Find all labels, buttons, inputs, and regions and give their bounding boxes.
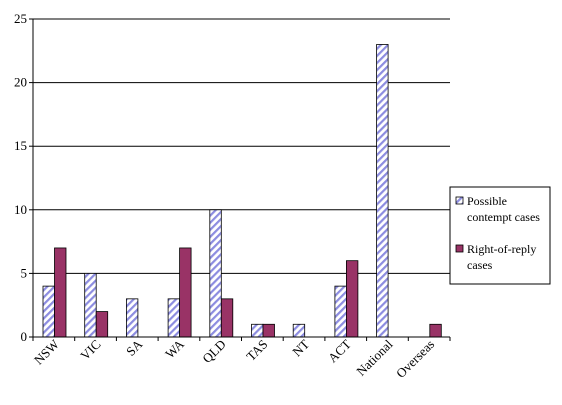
bar-reply-overseas — [429, 323, 442, 338]
x-tick-label: NT — [289, 336, 312, 359]
x-tick-label: NSW — [31, 336, 63, 368]
y-tick-label: 15 — [14, 138, 27, 153]
x-tick-label: SA — [123, 336, 146, 359]
bar-contempt-qld — [209, 209, 222, 338]
x-tick-label: VIC — [77, 337, 103, 363]
bar-contempt-tas — [251, 323, 264, 338]
bar-contempt-act — [334, 285, 347, 338]
bar-contempt-sa — [126, 298, 139, 338]
x-tick-label: Overseas — [393, 337, 437, 381]
x-tick-label: QLD — [199, 337, 228, 366]
bar-contempt-nsw — [42, 285, 55, 338]
y-tick-label: 20 — [14, 75, 27, 90]
bar-reply-vic — [95, 311, 109, 338]
y-tick-label: 10 — [14, 202, 27, 217]
x-tick-label: TAS — [243, 337, 270, 364]
legend-label: cases — [467, 258, 493, 272]
legend-swatch-reply — [455, 244, 464, 253]
legend-label: Right-of-reply — [467, 242, 536, 256]
x-tick-label: ACT — [325, 336, 354, 365]
bar-contempt-wa — [167, 298, 181, 338]
bar-contempt-vic — [84, 272, 97, 338]
legend-box — [449, 186, 551, 285]
bars — [42, 44, 442, 338]
y-tick-label: 0 — [21, 329, 28, 344]
bar-reply-nsw — [54, 247, 67, 338]
bar-reply-wa — [179, 247, 192, 338]
x-tick-label: National — [353, 336, 396, 379]
axes — [29, 18, 451, 341]
legend-label: contempt cases — [467, 210, 540, 224]
bar-contempt-national — [376, 44, 389, 338]
y-tick-labels: 0 5 10 15 20 25 — [14, 11, 27, 344]
legend: Possible contempt cases Right-of-reply case… — [449, 186, 551, 285]
legend-swatch-contempt — [455, 196, 464, 205]
legend-label: Possible — [467, 194, 507, 208]
x-tick-label: WA — [162, 336, 187, 361]
bar-reply-act — [345, 260, 359, 338]
bar-contempt-nt — [292, 323, 306, 338]
bar-reply-qld — [220, 298, 234, 338]
y-tick-label: 25 — [14, 11, 27, 26]
bar-reply-tas — [262, 323, 275, 338]
y-tick-label: 5 — [21, 265, 28, 280]
